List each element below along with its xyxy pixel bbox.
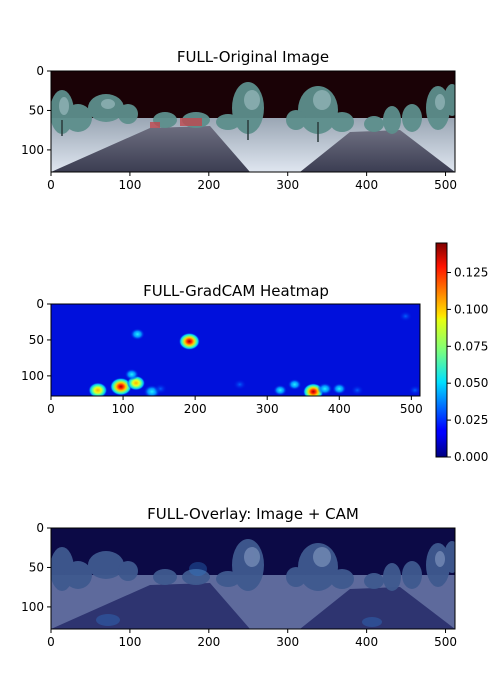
axes-frame-gradcam [50, 303, 421, 397]
x-tick-label: 400 [355, 178, 378, 192]
panel-gradcam: FULL-GradCAM Heatmap 0 100 200 300 400 500 0 5… [21, 242, 488, 464]
y-tick-label: 0 [36, 297, 44, 311]
heatmap-hotspot [350, 384, 364, 396]
y-tick-label: 50 [29, 333, 44, 347]
panel-original-title: FULL-Original Image [177, 48, 329, 66]
x-tick-label: 500 [434, 178, 457, 192]
colorbar-tick-label: 0.125 [454, 266, 488, 280]
x-tick-label: 200 [184, 402, 207, 416]
y-tick-label: 100 [21, 143, 44, 157]
y-tick-label: 0 [36, 64, 44, 78]
colorbar-tick-label: 0.050 [454, 376, 488, 390]
panel-overlay-title: FULL-Overlay: Image + CAM [147, 505, 359, 523]
colorbar-tick-label: 0.000 [454, 450, 488, 464]
x-tick-label: 0 [47, 402, 55, 416]
y-tick-label: 100 [21, 600, 44, 614]
heatmap-hotspot [408, 385, 420, 396]
heatmap-hotspot [178, 332, 200, 351]
heatmap-hotspot [130, 328, 145, 341]
panel-overlay: FULL-Overlay: Image + CAM [21, 505, 457, 649]
colorbar: 0.000 0.025 0.050 0.075 0.100 0.125 [435, 242, 488, 464]
x-tick-label: 400 [328, 402, 351, 416]
heatmap-hotspot [233, 379, 247, 390]
x-tick-label: 500 [434, 635, 457, 649]
x-tick-label: 200 [197, 635, 220, 649]
colorbar-gradient [435, 242, 448, 458]
x-tick-label: 100 [118, 635, 141, 649]
x-tick-label: 300 [256, 402, 279, 416]
y-tick-label: 50 [29, 560, 44, 574]
colorbar-tick-label: 0.075 [454, 339, 488, 353]
heatmap-hotspot [332, 383, 347, 395]
x-tick-label: 300 [276, 178, 299, 192]
panel-gradcam-title: FULL-GradCAM Heatmap [143, 282, 329, 300]
y-tick-label: 50 [29, 103, 44, 117]
x-tick-label: 400 [355, 635, 378, 649]
overlay-image [51, 528, 455, 629]
heatmap-hotspot [287, 378, 302, 391]
heatmap-hotspot [273, 384, 288, 396]
gradcam-heatmap [51, 304, 420, 396]
colorbar-tick-label: 0.100 [454, 302, 488, 316]
x-tick-label: 200 [197, 178, 220, 192]
x-tick-label: 100 [118, 178, 141, 192]
y-tick-label: 100 [21, 369, 44, 383]
heatmap-hotspot [124, 368, 139, 381]
colorbar-tick-label: 0.025 [454, 413, 488, 427]
original-image [51, 71, 455, 172]
axes-frame-overlay [50, 527, 456, 630]
heatmap-hotspot [317, 382, 333, 395]
heatmap-hotspot [153, 383, 168, 395]
heatmap-hotspot [398, 310, 413, 322]
heatmap-hotspot [109, 377, 132, 396]
x-tick-label: 300 [276, 635, 299, 649]
x-tick-label: 500 [400, 402, 423, 416]
heatmap-hotspot [88, 382, 108, 396]
y-tick-label: 0 [36, 521, 44, 535]
x-tick-label: 100 [112, 402, 135, 416]
x-tick-label: 0 [47, 635, 55, 649]
panel-original: FULL-Original Image [21, 48, 457, 192]
x-tick-label: 0 [47, 178, 55, 192]
axes-frame-original [50, 70, 456, 173]
